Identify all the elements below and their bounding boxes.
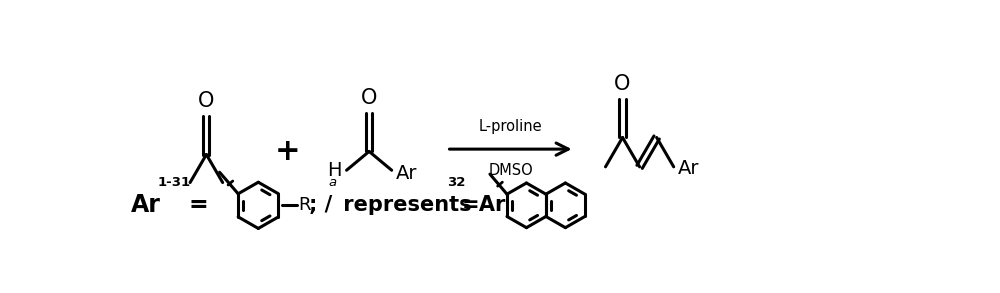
Text: =: = (462, 195, 480, 215)
Text: represents Ar: represents Ar (336, 195, 505, 215)
Text: DMSO: DMSO (488, 163, 533, 178)
Text: Ar: Ar (678, 159, 699, 178)
Text: =: = (189, 193, 208, 217)
Text: L-proline: L-proline (479, 119, 542, 134)
Text: R: R (299, 196, 311, 214)
Text: a: a (328, 176, 336, 189)
Text: H: H (327, 161, 341, 180)
Text: Ar: Ar (131, 193, 161, 217)
Text: O: O (614, 74, 631, 94)
Text: Ar: Ar (396, 164, 417, 183)
Text: O: O (361, 88, 377, 108)
Text: 32: 32 (447, 176, 465, 189)
Text: ; /: ; / (309, 195, 333, 215)
Text: +: + (275, 137, 301, 166)
Text: O: O (198, 91, 215, 111)
Text: 1-31: 1-31 (158, 176, 191, 189)
